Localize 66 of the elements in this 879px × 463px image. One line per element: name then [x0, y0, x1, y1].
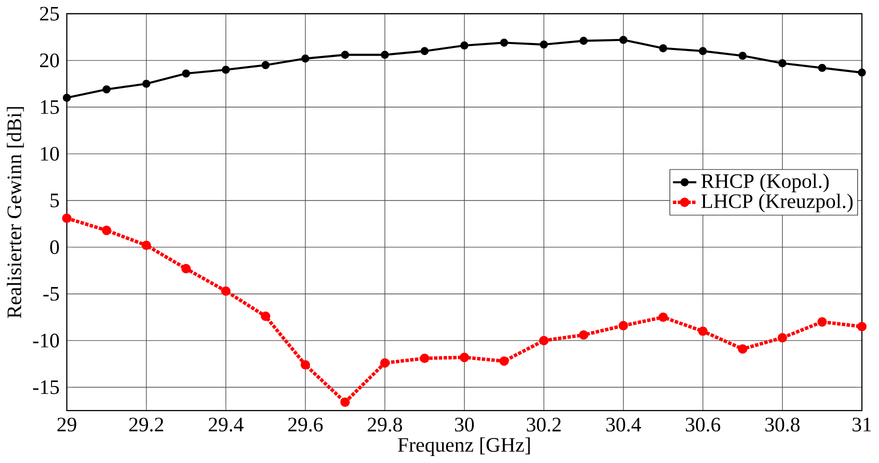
point [659, 44, 668, 52]
point [778, 59, 786, 68]
point [857, 322, 867, 332]
x-tick-label: 29.8 [368, 418, 402, 432]
x-tick-label: 30 [455, 418, 474, 432]
point [380, 358, 390, 368]
point [182, 70, 190, 78]
y-tick-label: 10 [40, 146, 59, 161]
point [698, 326, 708, 336]
x-tick-label: 31 [852, 418, 871, 432]
point [102, 226, 112, 236]
x-tick-label: 29.6 [288, 418, 323, 432]
y-tick-label: -15 [33, 380, 59, 394]
y-tick-label: -10 [33, 334, 59, 348]
point [580, 36, 588, 45]
y-tick-label: 0 [50, 240, 59, 254]
point [142, 80, 150, 88]
point [460, 352, 470, 362]
point [817, 317, 827, 327]
point [260, 312, 270, 322]
x-axis-title: Frequenz [GHz] [398, 437, 530, 456]
point [778, 333, 788, 343]
point [420, 354, 430, 364]
y-tick-label: 20 [40, 54, 59, 68]
point [540, 40, 548, 49]
y-axis-title: Realisierter Gewinn [dBi] [6, 107, 24, 318]
point [738, 52, 747, 60]
point [578, 330, 588, 340]
point [738, 344, 748, 354]
legend-label: RHCP (Kopol.) [701, 174, 829, 192]
point [619, 36, 628, 44]
point [858, 68, 866, 77]
x-tick-label: 30.6 [686, 418, 720, 432]
y-tick-label: 15 [40, 100, 59, 114]
point [102, 85, 111, 94]
point [62, 94, 71, 102]
x-tick-label: 29.4 [208, 418, 244, 432]
point [181, 264, 191, 274]
legend-label: LHCP (Kreuzpol.) [701, 194, 853, 212]
y-tick-label: 5 [50, 194, 59, 208]
point [301, 54, 310, 63]
point [818, 64, 826, 72]
point [341, 50, 350, 59]
point [499, 356, 509, 366]
point [222, 66, 230, 74]
point [539, 336, 549, 346]
point [500, 38, 508, 47]
x-tick-label: 30.4 [606, 418, 641, 432]
point [300, 360, 310, 370]
point [380, 50, 389, 59]
point [62, 214, 72, 224]
point [420, 47, 429, 56]
point [618, 320, 628, 330]
point [658, 312, 668, 322]
x-tick-label: 29.2 [129, 418, 164, 432]
point [340, 398, 350, 407]
point [460, 42, 468, 50]
x-tick-label: 30.2 [526, 418, 561, 432]
point [221, 286, 231, 296]
y-tick-label: 25 [40, 6, 59, 21]
x-tick-label: 30.8 [765, 418, 800, 432]
y-tick-label: -5 [43, 287, 59, 301]
point [698, 47, 707, 56]
point [142, 240, 152, 250]
point [262, 61, 270, 70]
x-tick-label: 29 [57, 418, 76, 432]
